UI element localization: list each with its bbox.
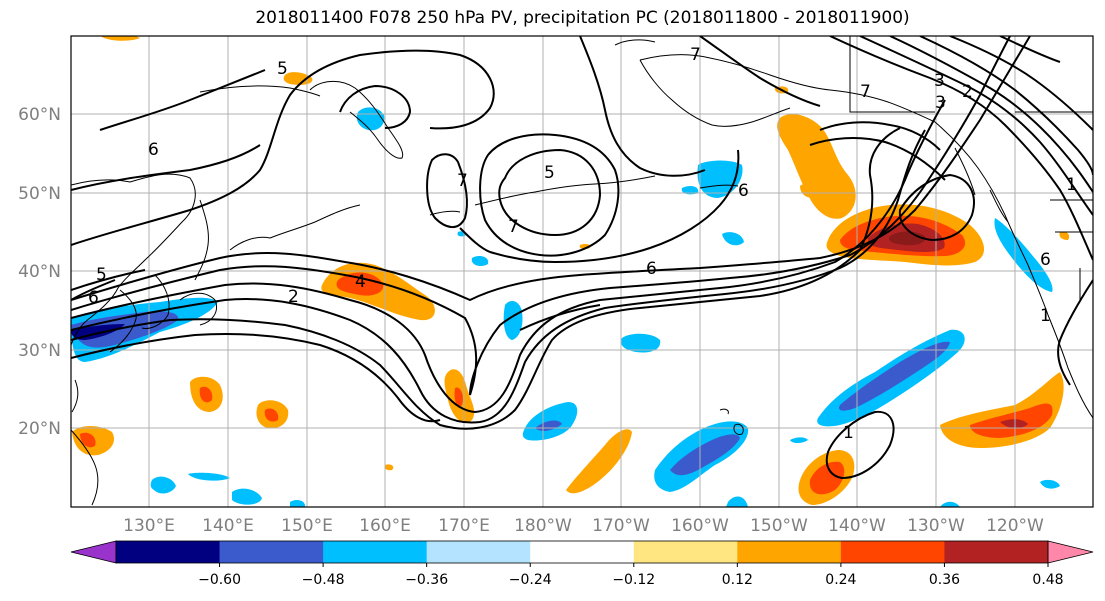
contour-label: 6 [88, 288, 99, 308]
contour-label: 1 [1040, 306, 1051, 326]
lat-label: 30°N [18, 341, 61, 361]
coastlines [71, 36, 1093, 506]
contour-label: 1 [1066, 175, 1077, 195]
contour-label: 5 [277, 59, 288, 79]
lon-label: 170°W [592, 516, 650, 536]
colorbar-segment [323, 541, 428, 563]
latitude-labels: 60°N 50°N 40°N 30°N 20°N [18, 105, 61, 439]
colorbar-segment [219, 541, 324, 563]
colorbar-segment [633, 541, 738, 563]
contour-label: 3 [934, 71, 945, 91]
contour-label: 3 [935, 93, 946, 113]
pv-contours [71, 36, 1093, 480]
contour-label: 7 [457, 171, 468, 191]
contour-label: 7 [860, 82, 871, 102]
colorbar-tick-label: −0.48 [302, 572, 345, 588]
contour-label: 7 [690, 45, 701, 65]
contour-label: 6 [738, 181, 749, 201]
colorbar-segment [116, 541, 221, 563]
lon-label: 140°E [202, 516, 254, 536]
lat-label: 20°N [18, 419, 61, 439]
longitude-labels: 130°E 140°E 150°E 160°E 170°E 180°W 170°… [123, 516, 1044, 536]
colorbar-segment [426, 541, 531, 563]
colorbar-segments [70, 540, 1094, 564]
contour-label: 2 [962, 82, 973, 102]
contour-label: 1 [843, 423, 854, 443]
contour-label: 5 [544, 163, 555, 183]
lon-label: 150°W [750, 516, 808, 536]
graticule [71, 36, 1093, 507]
lon-label: 130°E [123, 516, 175, 536]
colorbar-tick-labels: −0.60 −0.48 −0.36 −0.24 −0.12 0.12 0.24 0.36 0.4… [198, 563, 1064, 588]
colorbar-segment [840, 541, 945, 563]
colorbar: −0.60 −0.48 −0.36 −0.24 −0.12 0.12 0.24 0.36 0.4… [70, 540, 1094, 588]
lat-label: 40°N [18, 262, 61, 282]
plot-title: 2018011400 F078 250 hPa PV, precipitatio… [255, 8, 910, 28]
colorbar-tick-label: −0.60 [198, 572, 241, 588]
lon-label: 120°W [986, 516, 1044, 536]
contour-label: 5 [96, 265, 107, 285]
lon-label: 170°E [438, 516, 490, 536]
colorbar-outline [115, 540, 1049, 564]
lat-label: 50°N [18, 184, 61, 204]
lon-label: 160°W [671, 516, 729, 536]
precip-negative-layer [71, 107, 1060, 507]
contour-label: 6 [148, 140, 159, 160]
map-frame [70, 35, 1094, 508]
colorbar-segment [530, 541, 635, 563]
contour-label: 4 [355, 272, 366, 292]
colorbar-tick-label: −0.12 [612, 572, 655, 588]
contour-label: 7 [508, 217, 519, 237]
colorbar-segment [737, 541, 842, 563]
contour-label: 6 [1040, 250, 1051, 270]
map-content: 5 7 6 5 7 6 5 6 4 2 6 3 2 1 7 7 3 1 1 6 [71, 36, 1093, 507]
lon-label: 180°W [514, 516, 572, 536]
contour-label: 2 [288, 287, 299, 307]
colorbar-tick-label: 0.12 [722, 572, 753, 588]
colorbar-segment [944, 541, 1049, 563]
lon-label: 160°E [359, 516, 411, 536]
lon-label: 140°W [828, 516, 886, 536]
colorbar-tick-label: 0.24 [825, 572, 856, 588]
lat-label: 60°N [18, 105, 61, 125]
lon-label: 150°E [281, 516, 333, 536]
colorbar-tick-label: 0.48 [1032, 572, 1063, 588]
contour-labels: 5 7 6 5 7 6 5 6 4 2 6 3 2 1 7 7 3 1 1 6 [88, 45, 1077, 443]
colorbar-tick-label: −0.36 [405, 572, 448, 588]
colorbar-extend-low [70, 540, 117, 564]
colorbar-tick-label: −0.24 [509, 572, 552, 588]
colorbar-tick-label: 0.36 [929, 572, 960, 588]
contour-label: 6 [646, 259, 657, 279]
lon-label: 130°W [907, 516, 965, 536]
colorbar-extend-high [1047, 540, 1094, 564]
